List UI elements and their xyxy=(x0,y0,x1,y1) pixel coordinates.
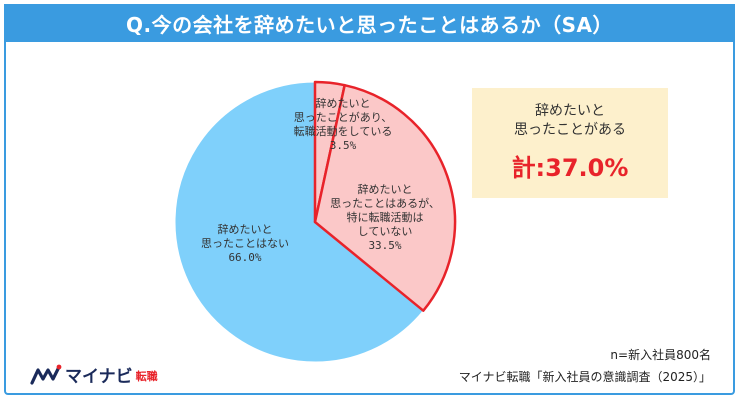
slice-transition-active-label-line: 思ったことがあり、 xyxy=(294,110,393,124)
sample-size-note: n=新入社員800名 xyxy=(610,348,711,362)
brand-logo: マイナビ 転職 xyxy=(30,362,158,387)
slice-considered-not-active xyxy=(313,83,457,312)
logo-sub: 転職 xyxy=(135,370,158,383)
slice-considered-not-active-label-line: 思ったことはあるが、 xyxy=(330,196,440,210)
summary-label: 辞めたいと 思ったことがある xyxy=(514,103,626,138)
logo-name: マイナビ xyxy=(65,367,133,387)
source-note: マイナビ転職「新入社員の意識調査（2025）」 xyxy=(458,370,711,384)
summary-box: 辞めたいと 思ったことがある 計:37.0% xyxy=(472,88,668,198)
slice-never-considered-label-line: 思ったことはない xyxy=(201,237,289,250)
slice-never-considered-label-line: 辞めたいと xyxy=(218,222,273,236)
slice-considered-not-active-label-line: 辞めたいと xyxy=(358,182,413,196)
slice-considered-not-active-label-line: 特に転職活動は xyxy=(347,210,424,224)
slice-considered-not-active-label-line: していない xyxy=(358,225,413,238)
slice-transition-active-value: 3.5% xyxy=(330,139,357,152)
slice-considered-not-active-value: 33.5% xyxy=(368,239,401,252)
slice-never-considered-value: 66.0% xyxy=(228,251,261,264)
logo-mark-icon xyxy=(30,364,62,385)
slice-never-considered xyxy=(174,81,425,363)
chart-title: Q.今の会社を辞めたいと思ったことはあるか（SA） xyxy=(4,4,735,42)
slice-transition-active-label-line: 転職活動をしている xyxy=(294,124,393,138)
slice-transition-active-label-line: 辞めたいと xyxy=(316,96,371,110)
summary-total: 計:37.0% xyxy=(511,154,629,182)
